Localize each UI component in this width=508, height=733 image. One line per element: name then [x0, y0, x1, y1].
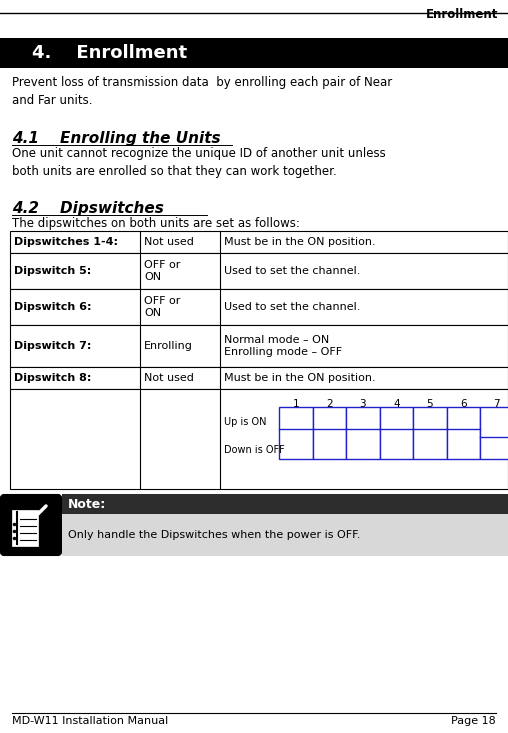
Text: Up is ON: Up is ON	[224, 416, 267, 427]
Bar	[10, 367, 508, 389]
Bar	[0, 38, 508, 68]
Text: OFF or
ON: OFF or ON	[144, 295, 180, 318]
Text: 4.1    Enrolling the Units: 4.1 Enrolling the Units	[12, 131, 220, 146]
FancyBboxPatch shape	[1, 495, 61, 555]
Bar	[480, 407, 508, 459]
Bar	[10, 389, 508, 489]
Text: Must be in the ON position.: Must be in the ON position.	[224, 237, 375, 247]
Text: 4.    Enrollment: 4. Enrollment	[32, 44, 187, 62]
Bar	[10, 231, 508, 253]
Text: Enrollment: Enrollment	[426, 8, 498, 21]
Text: OFF or
ON: OFF or ON	[144, 259, 180, 282]
Bar	[312, 407, 346, 459]
Text: Dipswitch 7:: Dipswitch 7:	[14, 341, 91, 351]
Text: Dipswitch 5:: Dipswitch 5:	[14, 266, 91, 276]
Text: Only handle the Dipswitches when the power is OFF.: Only handle the Dipswitches when the pow…	[68, 530, 360, 540]
Text: Note:: Note:	[68, 498, 106, 510]
Text: 5: 5	[426, 399, 433, 409]
Text: Not used: Not used	[144, 373, 194, 383]
Bar	[10, 253, 508, 289]
Text: Dipswitches 1-4:: Dipswitches 1-4:	[14, 237, 118, 247]
Text: Normal mode – ON
Enrolling mode – OFF: Normal mode – ON Enrolling mode – OFF	[224, 334, 342, 358]
Bar	[447, 407, 480, 459]
Text: Used to set the channel.: Used to set the channel.	[224, 302, 360, 312]
Bar	[12, 510, 38, 546]
Text: Prevent loss of transmission data  by enrolling each pair of Near
and Far units.: Prevent loss of transmission data by enr…	[12, 76, 392, 107]
Text: Must be in the ON position.: Must be in the ON position.	[224, 373, 375, 383]
Text: Page 18: Page 18	[451, 716, 496, 726]
Bar	[379, 407, 413, 459]
Text: Enrolling: Enrolling	[144, 341, 193, 351]
Text: MD-W11 Installation Manual: MD-W11 Installation Manual	[12, 716, 168, 726]
Bar	[279, 407, 312, 459]
Text: Dipswitch 6:: Dipswitch 6:	[14, 302, 91, 312]
Text: One unit cannot recognize the unique ID of another unit unless
both units are en: One unit cannot recognize the unique ID …	[12, 147, 386, 178]
Bar	[10, 289, 508, 325]
Text: Used to set the channel.: Used to set the channel.	[224, 266, 360, 276]
Text: Down is OFF: Down is OFF	[224, 445, 285, 455]
Bar	[62, 514, 508, 556]
Text: 4: 4	[393, 399, 400, 409]
Text: 4.2    Dipswitches: 4.2 Dipswitches	[12, 201, 164, 216]
Text: 1: 1	[293, 399, 299, 409]
Bar	[10, 325, 508, 367]
Bar	[413, 407, 447, 459]
Text: The dipswitches on both units are set as follows:: The dipswitches on both units are set as…	[12, 217, 300, 230]
Text: 3: 3	[360, 399, 366, 409]
Bar	[62, 494, 508, 514]
Text: Not used: Not used	[144, 237, 194, 247]
Text: 7: 7	[493, 399, 500, 409]
Bar	[346, 407, 379, 459]
Text: 6: 6	[460, 399, 466, 409]
Text: Dipswitch 8:: Dipswitch 8:	[14, 373, 91, 383]
Text: 2: 2	[326, 399, 333, 409]
